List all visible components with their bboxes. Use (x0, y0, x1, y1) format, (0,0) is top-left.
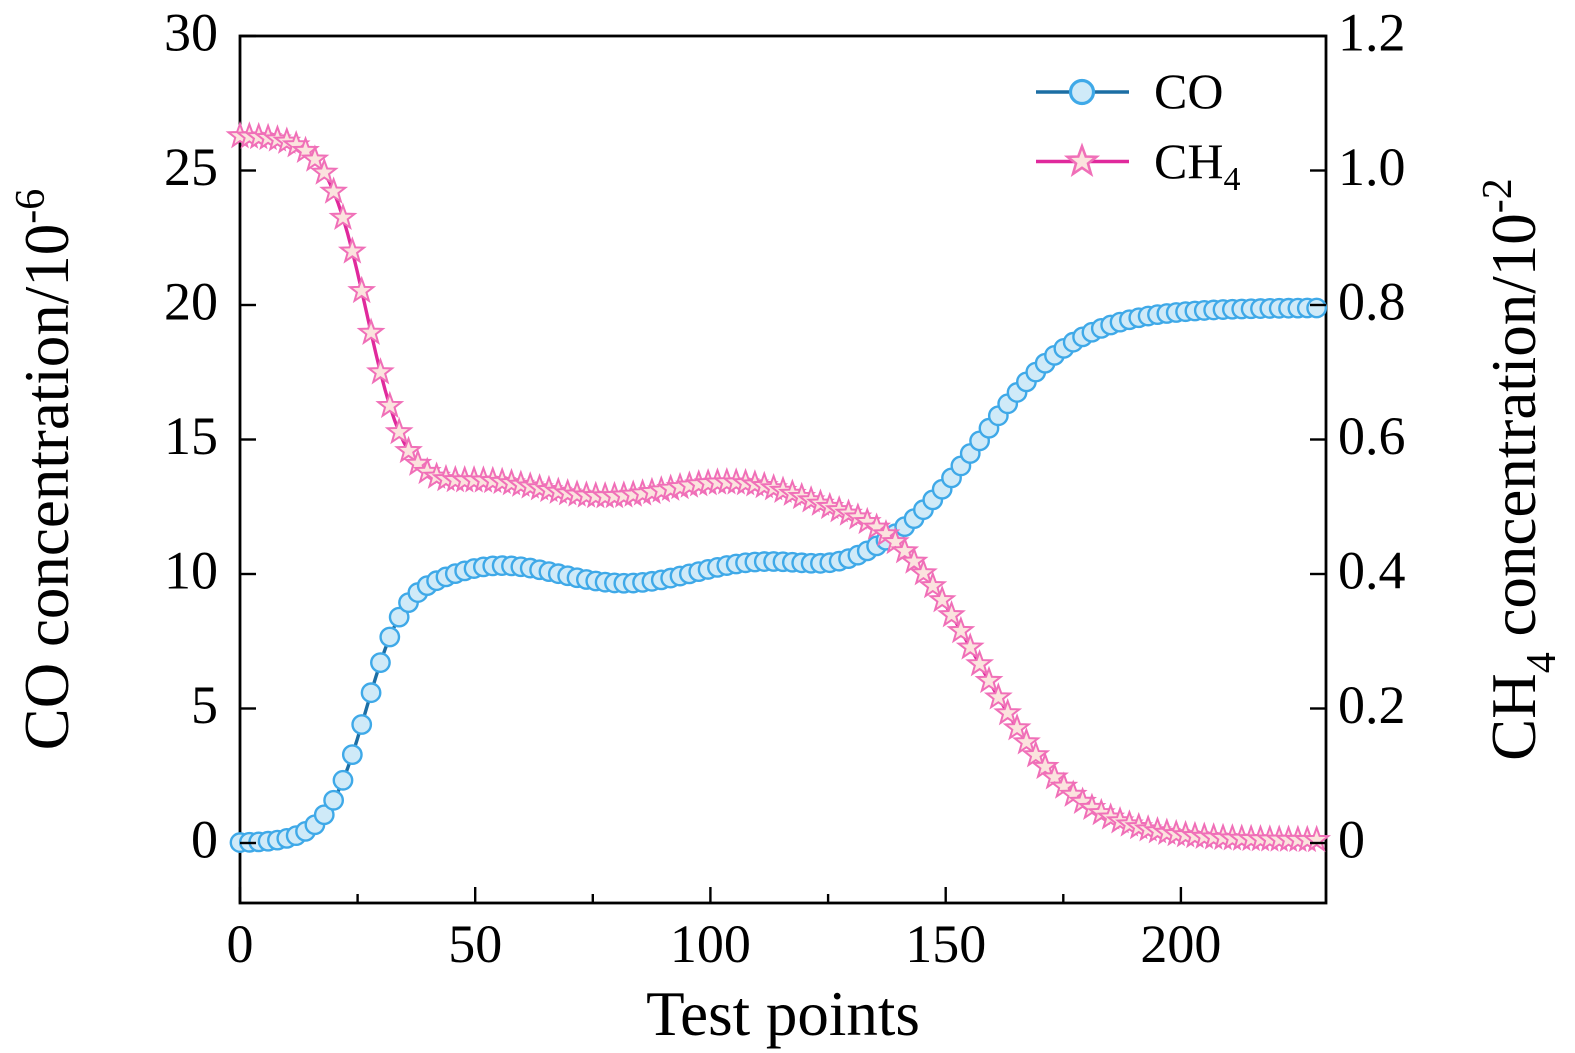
svg-text:0.4: 0.4 (1338, 541, 1406, 601)
svg-text:0.6: 0.6 (1338, 406, 1406, 466)
svg-text:0.2: 0.2 (1338, 675, 1406, 735)
svg-text:0: 0 (191, 810, 218, 870)
svg-text:CO concentration/10-6: CO concentration/10-6 (8, 189, 82, 751)
svg-text:Test points: Test points (646, 979, 920, 1049)
svg-text:15: 15 (164, 406, 218, 466)
svg-text:50: 50 (448, 914, 502, 974)
svg-text:10: 10 (164, 541, 218, 601)
svg-text:0.8: 0.8 (1338, 272, 1406, 332)
svg-text:CH4 concentration/10-2: CH4 concentration/10-2 (1475, 178, 1565, 761)
svg-text:200: 200 (1140, 914, 1221, 974)
svg-text:CH4: CH4 (1154, 133, 1240, 198)
svg-text:150: 150 (905, 914, 986, 974)
svg-text:0: 0 (227, 914, 254, 974)
svg-text:5: 5 (191, 675, 218, 735)
svg-text:1.0: 1.0 (1338, 137, 1406, 197)
svg-text:100: 100 (670, 914, 751, 974)
svg-text:25: 25 (164, 137, 218, 197)
svg-text:30: 30 (164, 3, 218, 63)
svg-text:20: 20 (164, 272, 218, 332)
svg-text:0: 0 (1338, 810, 1365, 870)
svg-text:CO: CO (1154, 63, 1223, 119)
svg-text:1.2: 1.2 (1338, 3, 1406, 63)
